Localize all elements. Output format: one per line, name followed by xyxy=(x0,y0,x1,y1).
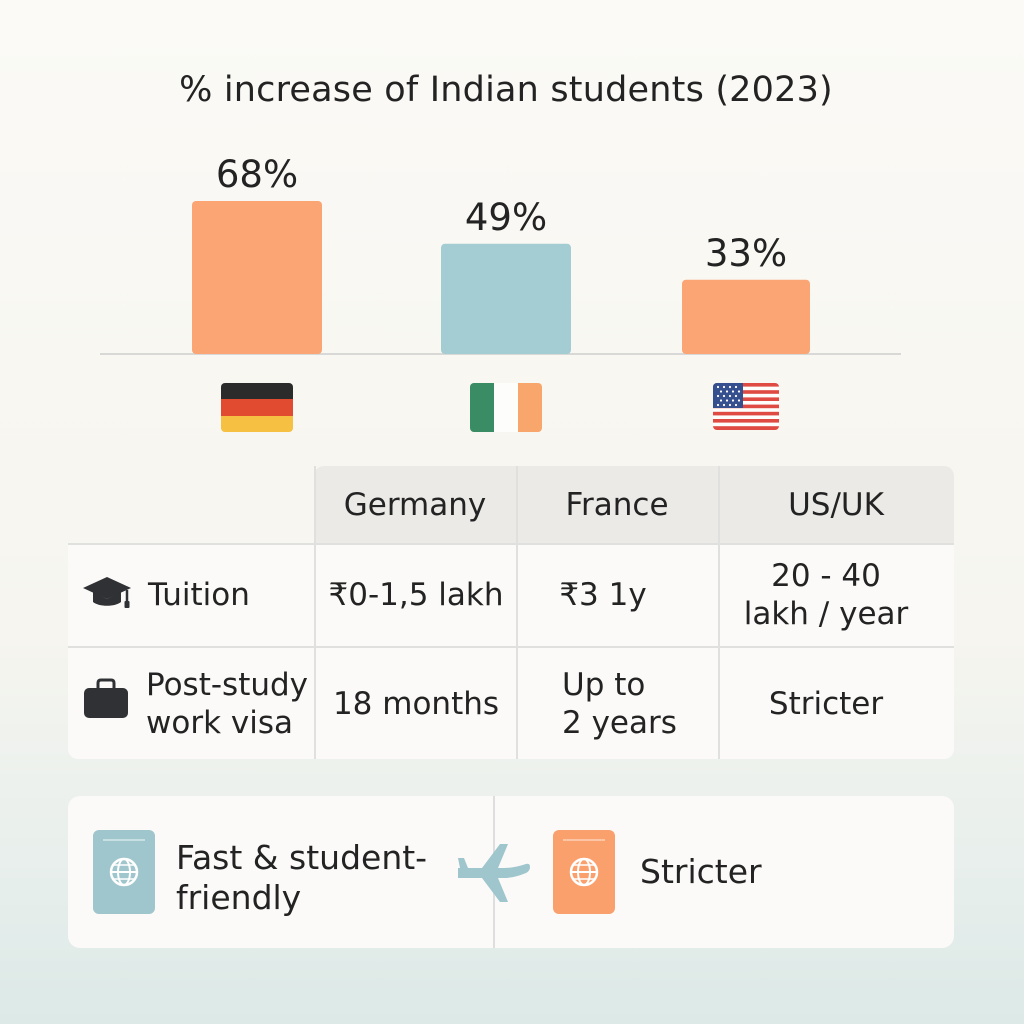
visa-comparison: Fast & student- friendly Stricter xyxy=(68,796,954,948)
column-header-france: France xyxy=(565,487,669,523)
cell-germany-visa: 18 months xyxy=(332,685,500,722)
bar-germany xyxy=(192,201,322,354)
airplane-icon xyxy=(456,840,532,908)
briefcase-icon xyxy=(82,678,130,729)
passport-icon xyxy=(553,830,615,914)
chart-title: % increase of Indian students (2023) xyxy=(179,70,833,110)
column-header-germany: Germany xyxy=(343,487,487,523)
comparison-table: Germany France US/UK Tuition ₹0-1,5 lakh… xyxy=(68,466,954,759)
bar-chart: 68% 49% 33% xyxy=(100,153,901,355)
row-label-tuition: Tuition xyxy=(148,577,250,613)
table-row-tuition: Tuition xyxy=(68,544,314,646)
cell-us-uk-visa: Stricter xyxy=(768,685,884,722)
cell-us-uk-tuition: 20 - 40 lakh / year xyxy=(743,558,909,632)
passport-icon xyxy=(93,830,155,914)
bar-ireland xyxy=(441,243,571,354)
bar-united-states xyxy=(682,279,810,354)
visa-left-text: Fast & student- friendly xyxy=(176,838,428,917)
value-label: 68% xyxy=(216,153,298,196)
table-row-post-study-visa: Post-study work visa xyxy=(68,648,314,759)
cell-france-visa: Up to 2 years xyxy=(562,666,677,741)
cell-france-tuition: ₹3 1y xyxy=(559,577,647,613)
column-header-us-uk: US/UK xyxy=(788,487,884,523)
graduation-cap-icon xyxy=(82,571,132,620)
value-label: 49% xyxy=(465,196,547,239)
ireland-flag-icon xyxy=(470,383,542,432)
table-body xyxy=(68,544,954,759)
us-flag-icon xyxy=(713,383,779,430)
cell-germany-tuition: ₹0-1,5 lakh xyxy=(328,577,504,613)
visa-right-text: Stricter xyxy=(640,852,762,891)
germany-flag-icon xyxy=(221,383,293,432)
row-label-post-study-visa: Post-study work visa xyxy=(146,666,309,741)
value-label: 33% xyxy=(705,232,787,275)
table-header xyxy=(314,466,954,544)
